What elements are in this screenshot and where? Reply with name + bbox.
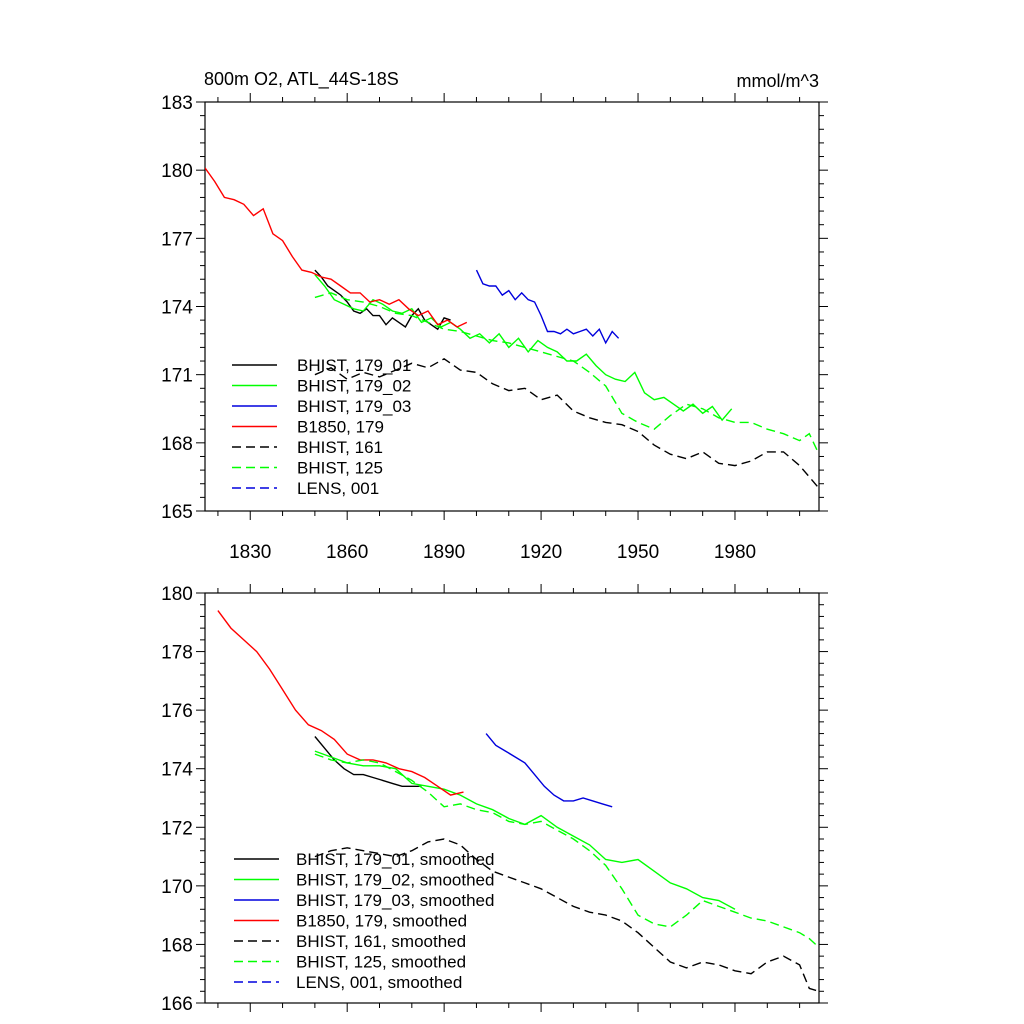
y-tick-label: 166 xyxy=(161,994,193,1015)
y-tick-label: 176 xyxy=(161,701,193,722)
series-line-3 xyxy=(485,733,613,808)
legend: BHIST, 179_01, smoothed BHIST, 179_02, sm… xyxy=(234,850,494,992)
y-tick-label: 165 xyxy=(161,502,193,523)
bottom-panel: 166 168 170 172 174 176 178 180 BHIST, 179_01, s… xyxy=(161,584,828,1015)
legend-label: BHIST, 179_02 xyxy=(297,377,411,396)
y-tick-label: 178 xyxy=(161,643,193,664)
x-tick-label: 1830 xyxy=(229,542,271,563)
y-tick-label: 174 xyxy=(161,298,193,319)
series-line-6 xyxy=(314,753,819,948)
x-tick-label: 1860 xyxy=(326,542,368,563)
series-line-6 xyxy=(314,292,819,455)
y-tick-label: 168 xyxy=(161,434,193,455)
y-tick-label: 174 xyxy=(161,760,193,781)
plot-frame xyxy=(204,592,820,1004)
y-tick-label: 180 xyxy=(161,161,193,182)
series-line-4 xyxy=(217,610,464,796)
series-line-2 xyxy=(314,274,733,422)
x-tick-label: 1920 xyxy=(520,542,562,563)
series-line-1 xyxy=(314,736,422,787)
legend-label: BHIST, 179_01, smoothed xyxy=(296,850,494,869)
y-tick-label: 170 xyxy=(161,877,193,898)
legend-label: BHIST, 179_02, smoothed xyxy=(296,871,494,890)
y-tick-label: 183 xyxy=(161,93,193,114)
legend-label: BHIST, 125 xyxy=(297,459,383,478)
x-tick-label: 1950 xyxy=(617,542,659,563)
legend-label: BHIST, 179_03 xyxy=(297,397,411,416)
legend-label: BHIST, 125, smoothed xyxy=(296,953,466,972)
chart-title: 800m O2, ATL_44S-18S xyxy=(204,69,399,90)
legend-label: BHIST, 179_03, smoothed xyxy=(296,891,494,910)
legend-label: LENS, 001 xyxy=(297,479,379,498)
legend-label: B1850, 179, smoothed xyxy=(296,912,467,931)
legend-label: BHIST, 179_01 xyxy=(297,356,411,375)
top-panel: 1830 1860 1890 1920 1950 1980 165 168 171 174 177 1… xyxy=(161,93,828,563)
legend-label: BHIST, 161, smoothed xyxy=(296,932,466,951)
y-tick-label: 171 xyxy=(161,366,193,387)
y-tick-label: 168 xyxy=(161,935,193,956)
x-tick-label: 1890 xyxy=(423,542,465,563)
series-line-5 xyxy=(314,838,819,992)
y-tick-label: 172 xyxy=(161,818,193,839)
series-line-5 xyxy=(314,357,819,489)
legend-label: B1850, 179 xyxy=(297,418,384,437)
chart-units-label: mmol/m^3 xyxy=(737,71,819,91)
legend-label: BHIST, 161 xyxy=(297,438,383,457)
series-line-3 xyxy=(475,269,620,345)
y-tick-label: 180 xyxy=(161,584,193,605)
series-line-4 xyxy=(205,167,468,328)
legend-label: LENS, 001, smoothed xyxy=(296,973,462,992)
x-tick-label: 1980 xyxy=(714,542,756,563)
y-tick-label: 177 xyxy=(161,229,193,250)
